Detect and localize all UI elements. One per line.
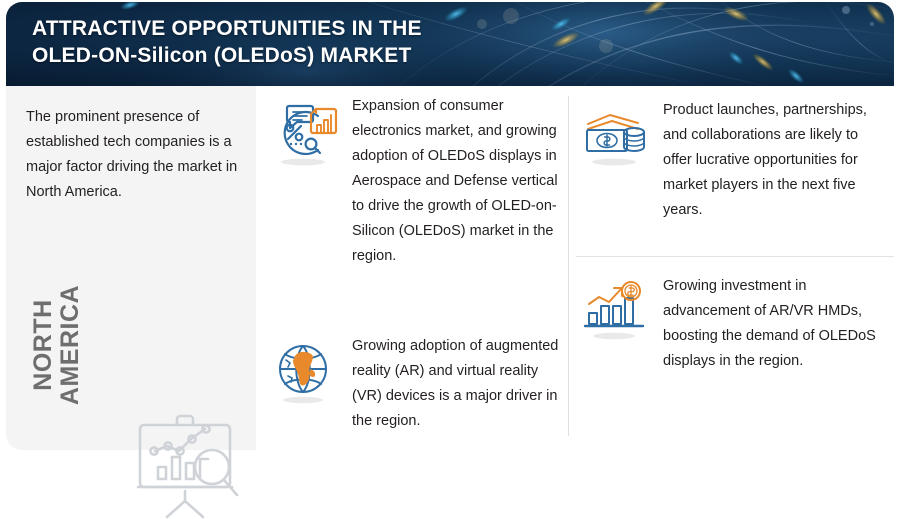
title-line-1: ATTRACTIVE OPPORTUNITIES IN THE (32, 17, 422, 40)
header-banner: ATTRACTIVE OPPORTUNITIES IN THE OLED-ON-… (6, 2, 894, 86)
title-line-2: OLED-ON-Silicon (OLEDoS) MARKET (32, 44, 412, 67)
info-block-growing-investment: Growing investment in advancement of AR/… (577, 274, 892, 374)
analytics-report-magnifier-icon (281, 104, 338, 166)
info-block-text: Growing investment in advancement of AR/… (663, 278, 876, 369)
infographic-canvas: ATTRACTIVE OPPORTUNITIES IN THE OLED-ON-… (6, 2, 894, 519)
info-block-text: Growing adoption of augmented reality (A… (352, 338, 559, 429)
info-block-text: Expansion of consumer electronics market… (352, 98, 558, 264)
left-region-panel: The prominent presence of established te… (6, 86, 256, 519)
page-title: ATTRACTIVE OPPORTUNITIES IN THE OLED-ON-… (32, 15, 672, 69)
growth-bar-chart-dollar-icon (583, 281, 645, 340)
vertical-divider (568, 96, 569, 436)
header-arc-graphics (120, 2, 894, 86)
info-block-ar-vr-adoption: Growing adoption of augmented reality (A… (266, 334, 568, 434)
horizontal-divider (576, 256, 894, 257)
left-panel-paragraph: The prominent presence of established te… (26, 109, 238, 200)
presentation-chart-magnifier-icon (136, 414, 239, 519)
region-label: NORTH AMERICA (29, 284, 84, 406)
info-block-consumer-electronics: Expansion of consumer electronics market… (266, 94, 568, 269)
column-right: Product launches, partnerships, and coll… (569, 86, 894, 450)
info-block-text: Product launches, partnerships, and coll… (663, 102, 867, 218)
money-cash-coins-icon (586, 114, 645, 166)
info-block-product-launches: Product launches, partnerships, and coll… (577, 98, 892, 223)
globe-icon (279, 345, 327, 404)
column-middle: Expansion of consumer electronics market… (258, 86, 568, 450)
